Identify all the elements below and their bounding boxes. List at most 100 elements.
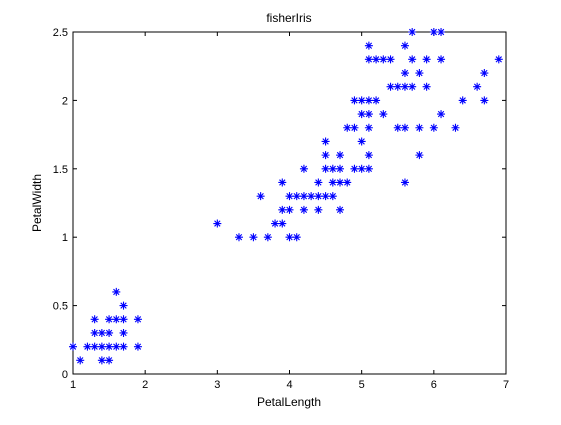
data-point bbox=[408, 28, 417, 36]
data-point bbox=[105, 356, 114, 365]
data-point bbox=[328, 178, 337, 187]
data-point bbox=[364, 151, 373, 160]
plot-area bbox=[72, 31, 507, 375]
data-point bbox=[422, 55, 431, 64]
x-tick-label: 1 bbox=[70, 379, 76, 391]
data-point bbox=[97, 356, 106, 365]
data-point bbox=[119, 315, 128, 324]
data-point bbox=[133, 315, 142, 324]
data-point bbox=[133, 342, 142, 351]
data-point bbox=[350, 96, 359, 105]
data-point bbox=[105, 342, 114, 351]
data-points bbox=[69, 28, 503, 365]
data-point bbox=[292, 192, 301, 201]
data-point bbox=[364, 96, 373, 105]
data-point bbox=[372, 96, 381, 105]
data-point bbox=[105, 328, 114, 337]
x-axis-label: PetalLength bbox=[257, 395, 321, 409]
data-point bbox=[314, 192, 323, 201]
data-point bbox=[256, 192, 265, 201]
data-point bbox=[357, 164, 366, 173]
data-point bbox=[400, 41, 409, 50]
data-point bbox=[299, 164, 308, 173]
data-point bbox=[314, 178, 323, 187]
data-point bbox=[112, 315, 121, 324]
data-point bbox=[328, 164, 337, 173]
data-point bbox=[437, 110, 446, 119]
data-point bbox=[336, 151, 345, 160]
data-point bbox=[422, 82, 431, 91]
data-point bbox=[379, 55, 388, 64]
data-point bbox=[400, 178, 409, 187]
data-point bbox=[271, 219, 280, 228]
data-point bbox=[357, 137, 366, 146]
data-point bbox=[307, 192, 316, 201]
data-point bbox=[393, 82, 402, 91]
data-point bbox=[328, 192, 337, 201]
axis-ticks: 1 2 3 4 5 6 7 0 0.5 1 1.5 2 2.5 bbox=[53, 27, 509, 391]
data-point bbox=[400, 69, 409, 78]
data-point bbox=[69, 342, 77, 351]
data-point bbox=[119, 301, 128, 310]
data-point bbox=[494, 55, 503, 64]
data-point bbox=[386, 55, 395, 64]
data-point bbox=[97, 342, 106, 351]
data-point bbox=[480, 69, 489, 78]
data-point bbox=[336, 178, 345, 187]
data-point bbox=[76, 356, 85, 365]
data-point bbox=[321, 192, 330, 201]
data-point bbox=[292, 233, 301, 242]
data-point bbox=[415, 69, 424, 78]
data-point bbox=[386, 82, 395, 91]
data-point bbox=[90, 328, 99, 337]
data-point bbox=[357, 96, 366, 105]
data-point bbox=[364, 164, 373, 173]
x-tick-label: 2 bbox=[142, 379, 148, 391]
data-point bbox=[90, 342, 99, 351]
y-tick-label: 0.5 bbox=[53, 301, 68, 313]
x-tick-label: 7 bbox=[503, 379, 509, 391]
chart-title: fisherIris bbox=[266, 11, 311, 25]
data-point bbox=[112, 287, 121, 296]
data-point bbox=[400, 123, 409, 132]
y-tick-label: 0 bbox=[62, 369, 68, 381]
data-point bbox=[314, 205, 323, 214]
data-point bbox=[105, 315, 114, 324]
data-point bbox=[364, 41, 373, 50]
x-tick-label: 5 bbox=[359, 379, 365, 391]
y-tick-label: 1.5 bbox=[53, 164, 68, 176]
y-tick-label: 1 bbox=[62, 232, 68, 244]
data-point bbox=[321, 151, 330, 160]
data-point bbox=[364, 123, 373, 132]
data-point bbox=[480, 96, 489, 105]
data-point bbox=[299, 205, 308, 214]
data-point bbox=[408, 82, 417, 91]
data-point bbox=[429, 123, 438, 132]
data-point bbox=[278, 205, 287, 214]
data-point bbox=[372, 55, 381, 64]
x-tick-label: 4 bbox=[286, 379, 292, 391]
x-tick-label: 3 bbox=[214, 379, 220, 391]
x-tick-label: 6 bbox=[431, 379, 437, 391]
data-point bbox=[285, 192, 294, 201]
data-point bbox=[112, 342, 121, 351]
data-point bbox=[119, 342, 128, 351]
data-point bbox=[393, 123, 402, 132]
data-point bbox=[321, 137, 330, 146]
data-point bbox=[213, 219, 222, 228]
data-point bbox=[350, 164, 359, 173]
data-point bbox=[400, 82, 409, 91]
data-point bbox=[415, 151, 424, 160]
y-tick-label: 2.5 bbox=[53, 27, 68, 39]
data-point bbox=[437, 55, 446, 64]
data-point bbox=[321, 164, 330, 173]
data-point bbox=[473, 82, 482, 91]
data-point bbox=[357, 110, 366, 119]
data-point bbox=[350, 123, 359, 132]
y-axis-label: PetalWidth bbox=[30, 174, 44, 232]
data-point bbox=[278, 219, 287, 228]
data-point bbox=[458, 96, 467, 105]
data-point bbox=[90, 315, 99, 324]
